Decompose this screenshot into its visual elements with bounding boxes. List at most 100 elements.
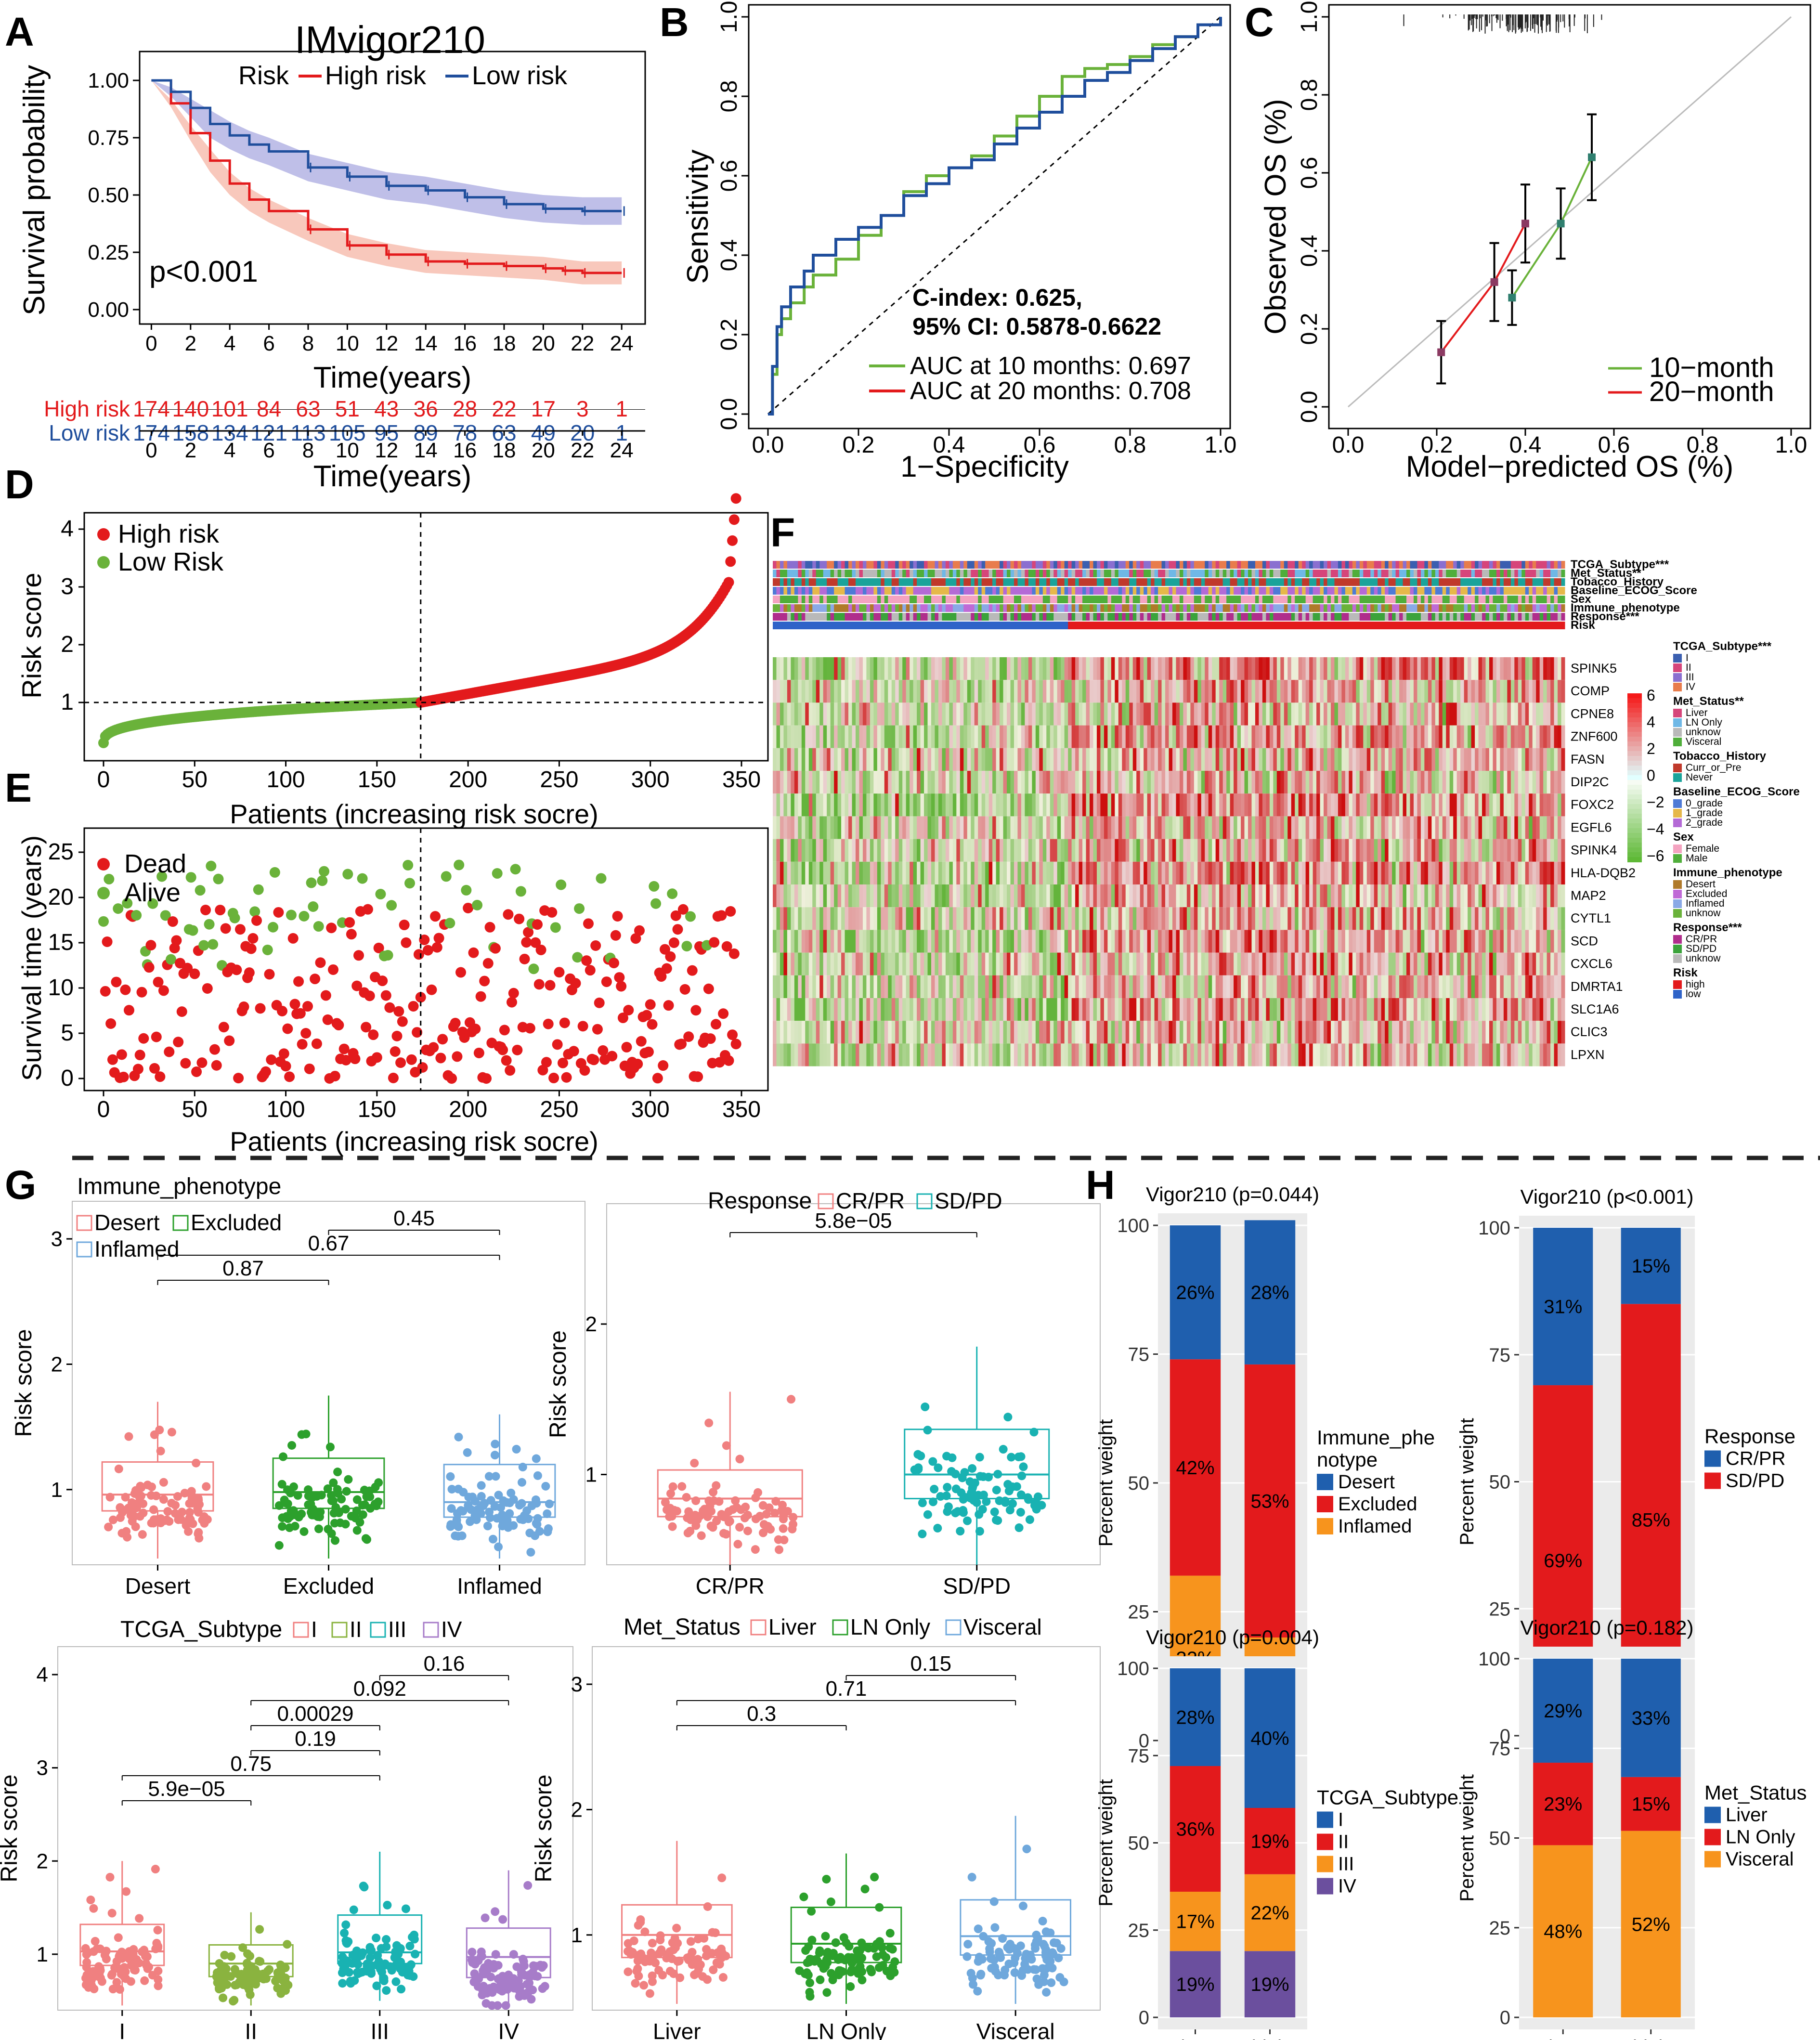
heatmap-cell: [1086, 725, 1090, 748]
heatmap-cell: [1493, 702, 1497, 726]
heatmap-cell: [927, 771, 932, 794]
annotation-cell: [1021, 596, 1025, 603]
heatmap-cell: [1219, 839, 1223, 862]
annotation-cell: [1507, 570, 1511, 577]
heatmap-cell: [1468, 793, 1472, 817]
heatmap-cell: [1118, 839, 1122, 862]
heatmap-cell: [1057, 748, 1061, 771]
annotation-cell: [1132, 578, 1137, 586]
heatmap-cell: [1489, 725, 1493, 748]
heatmap-cell: [1104, 702, 1108, 726]
annotation-cell: [1147, 622, 1151, 629]
heatmap-cell: [1420, 793, 1425, 817]
annotation-cell: [1140, 587, 1144, 595]
heatmap-cell: [1255, 793, 1259, 817]
annotation-cell: [1529, 596, 1533, 603]
annotation-cell: [992, 578, 997, 586]
heatmap-cell: [1352, 702, 1356, 726]
heatmap-cell: [1096, 861, 1101, 884]
annotation-cell: [1096, 613, 1101, 621]
heatmap-cell: [1028, 816, 1032, 839]
annotation-cell: [971, 570, 975, 577]
annotation-cell: [1435, 587, 1439, 595]
heatmap-cell: [791, 657, 795, 680]
annotation-row-label: Immune_phenotype: [1571, 601, 1680, 614]
annotation-cell: [855, 622, 859, 629]
heatmap-cell: [945, 680, 949, 703]
annotation-cell: [819, 587, 824, 595]
annotation-cell: [963, 596, 968, 603]
heatmap-cell: [862, 657, 867, 680]
heatmap-cell: [992, 680, 997, 703]
annotation-cell: [971, 613, 975, 621]
survival-point-dead: [333, 1020, 344, 1031]
annotation-cell: [910, 570, 914, 577]
heatmap-cell: [827, 725, 831, 748]
roc-y-tick-label: 0.0: [716, 398, 742, 430]
annotation-cell: [1115, 613, 1119, 621]
heatmap-cell: [1363, 793, 1367, 817]
heatmap-cell: [971, 861, 975, 884]
annotation-cell: [1291, 596, 1295, 603]
heatmap-cell: [1017, 725, 1022, 748]
heatmap-cell: [1042, 771, 1047, 794]
heatmap-cell: [859, 839, 863, 862]
heatmap-cell: [1378, 680, 1382, 703]
heatmap-cell: [981, 680, 986, 703]
annotation-cell: [1539, 578, 1544, 586]
heatmap-cell: [870, 680, 874, 703]
annotation-cell: [1042, 622, 1047, 629]
heatmap-cell: [1514, 748, 1519, 771]
heatmap-cell: [1352, 725, 1356, 748]
heatmap-cell: [1378, 748, 1382, 771]
heatmap-cell: [798, 861, 802, 884]
annotation-cell: [1259, 570, 1263, 577]
annotation-cell: [1518, 561, 1522, 569]
survival-point-alive: [198, 940, 209, 951]
heatmap-cell: [855, 657, 859, 680]
heatmap-cell: [1132, 771, 1137, 794]
annotation-cell: [1190, 578, 1195, 586]
heatmap-cell: [1558, 702, 1562, 726]
annotation-cell: [1381, 578, 1385, 586]
annotation-cell: [1410, 622, 1414, 629]
annotation-cell: [1420, 622, 1425, 629]
annotation-cell: [1244, 570, 1248, 577]
annotation-cell: [801, 570, 806, 577]
heatmap-cell: [1550, 725, 1555, 748]
heatmap-cell: [913, 657, 917, 680]
annotation-cell: [1234, 561, 1238, 569]
annotation-cell: [862, 622, 867, 629]
annotation-cell: [1197, 578, 1202, 586]
annotation-cell: [1104, 561, 1108, 569]
annotation-cell: [1403, 587, 1407, 595]
heatmap-cell: [1093, 839, 1097, 862]
heatmap-cell: [855, 793, 859, 817]
heatmap-cell: [996, 657, 1000, 680]
heatmap-cell: [1003, 839, 1007, 862]
annotation-cell: [1208, 570, 1212, 577]
annotation-cell: [1032, 587, 1036, 595]
annotation-cell: [1234, 622, 1238, 629]
heatmap-cell: [837, 861, 842, 884]
heatmap-cell: [1014, 771, 1018, 794]
annotation-cell: [783, 613, 788, 621]
annotation-cell: [1313, 587, 1317, 595]
heatmap-cell: [773, 816, 777, 839]
heatmap-cell: [1194, 725, 1198, 748]
annotation-cell: [1507, 604, 1511, 612]
annotation-cell: [1025, 596, 1029, 603]
heatmap-cell: [1349, 725, 1353, 748]
annotation-cell: [960, 596, 964, 603]
annotation-cell: [1316, 622, 1321, 629]
annotation-cell: [1392, 604, 1396, 612]
annotation-cell: [1140, 622, 1144, 629]
heatmap-cell: [1446, 793, 1450, 817]
annotation-cell: [808, 570, 813, 577]
heatmap-cell: [1496, 793, 1500, 817]
heatmap-cell: [1510, 771, 1515, 794]
annotation-cell: [1050, 604, 1054, 612]
annotation-cell: [1215, 622, 1220, 629]
heatmap-cell: [1144, 702, 1148, 726]
annotation-cell: [1287, 604, 1292, 612]
